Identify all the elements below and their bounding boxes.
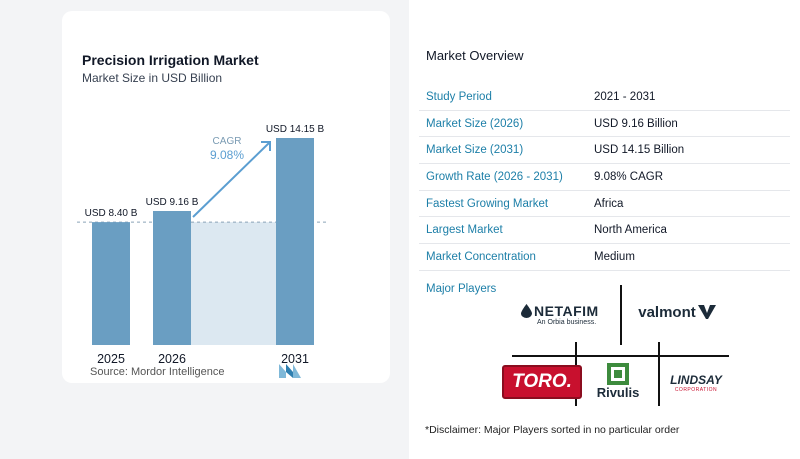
grid-divider <box>620 285 622 345</box>
x-tick-label: 2026 <box>158 352 186 366</box>
lindsay-logo: LINDSAY CORPORATION <box>664 370 728 396</box>
overview-value: USD 9.16 Billion <box>594 117 678 130</box>
major-players-label: Major Players <box>426 283 497 295</box>
cagr-arrow-line <box>192 141 271 218</box>
overview-row: Growth Rate (2026 - 2031) 9.08% CAGR <box>419 164 790 191</box>
valmont-name: valmont <box>638 303 696 321</box>
overview-label: Growth Rate (2026 - 2031) <box>426 170 563 183</box>
overview-value: Africa <box>594 197 624 210</box>
overview-value: USD 14.15 Billion <box>594 144 685 157</box>
valmont-v-icon <box>697 305 716 319</box>
grid-divider <box>512 355 729 357</box>
overview-row: Market Concentration Medium <box>419 244 790 271</box>
overview-row: Fastest Growing Market Africa <box>419 191 790 218</box>
source-note: Source: Mordor Intelligence <box>90 366 225 378</box>
netafim-tagline: An Orbia business. <box>537 318 597 326</box>
bar-label: USD 8.40 B <box>85 208 138 219</box>
overview-label: Study Period <box>426 90 492 103</box>
overview-value: Medium <box>594 250 635 263</box>
market-overview-panel: Market Overview Study Period 2021 - 2031 M… <box>409 0 800 459</box>
bar-label: USD 9.16 B <box>146 197 199 208</box>
lindsay-tagline: CORPORATION <box>674 387 718 393</box>
overview-row: Market Size (2026) USD 9.16 Billion <box>419 111 790 138</box>
chart-subtitle: Market Size in USD Billion <box>82 71 223 85</box>
grid-divider <box>658 342 660 406</box>
toro-logo: TORO. <box>502 362 582 402</box>
overview-value: 2021 - 2031 <box>594 90 656 103</box>
netafim-logo: NETAFIM An Orbia business. <box>521 296 616 332</box>
lindsay-name: LINDSAY <box>670 373 722 387</box>
growth-band <box>191 222 276 345</box>
overview-title: Market Overview <box>426 48 524 63</box>
netafim-name: NETAFIM <box>534 302 599 319</box>
overview-label: Market Size (2031) <box>426 144 524 157</box>
rivulis-logo: Rivulis <box>580 357 656 405</box>
disclaimer: *Disclaimer: Major Players sorted in no … <box>425 424 680 436</box>
bar-2031 <box>276 138 314 345</box>
overview-label: Fastest Growing Market <box>426 197 549 210</box>
rivulis-emblem-icon <box>607 362 629 385</box>
mordor-logo-icon <box>279 364 301 378</box>
x-tick-label: 2031 <box>281 352 309 366</box>
overview-row: Study Period 2021 - 2031 <box>419 84 790 111</box>
water-drop-icon <box>521 303 532 318</box>
rivulis-name: Rivulis <box>596 384 640 400</box>
valmont-logo: valmont <box>629 298 725 326</box>
overview-label: Largest Market <box>426 224 503 237</box>
overview-value: North America <box>594 224 667 237</box>
bar-2026 <box>153 210 191 345</box>
cagr-arrow-head-icon <box>261 141 271 151</box>
players-grid: NETAFIM An Orbia business. valmont TORO.… <box>409 0 800 459</box>
overview-table: Study Period 2021 - 2031 Market Size (2026… <box>419 84 790 271</box>
cagr-label: CAGR <box>213 136 242 147</box>
chart-title: Precision Irrigation Market <box>82 52 259 68</box>
overview-value: 9.08% CAGR <box>594 170 664 183</box>
chart-card: Precision Irrigation Market Market Size … <box>62 11 390 383</box>
cagr-value: 9.08% <box>210 148 244 162</box>
bar-2025 <box>92 222 130 345</box>
overview-row: Largest Market North America <box>419 217 790 245</box>
bar-chart: USD 8.40 B 2025 USD 9.16 B 2026 USD 14.15 B 2… <box>77 124 328 366</box>
overview-row: Market Size (2031) USD 14.15 Billion <box>419 137 790 165</box>
overview-label: Market Concentration <box>426 250 536 263</box>
toro-name: TORO. <box>502 365 582 399</box>
bar-label: USD 14.15 B <box>266 124 325 135</box>
overview-label: Market Size (2026) <box>426 117 524 130</box>
x-tick-label: 2025 <box>97 352 125 366</box>
